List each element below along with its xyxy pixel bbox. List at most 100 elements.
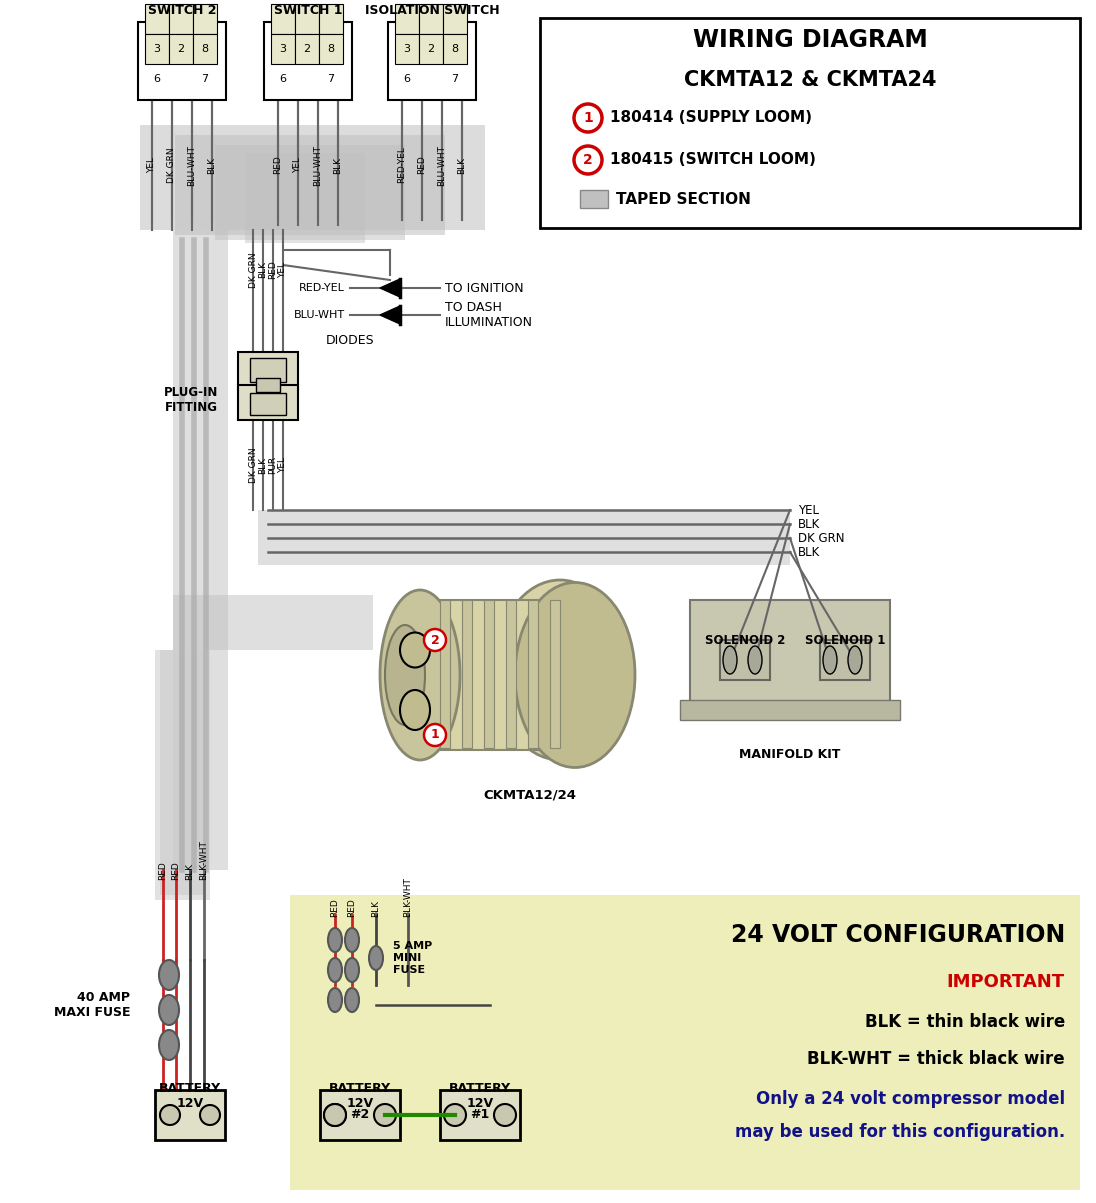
Bar [246, 153, 365, 243]
Text: #1: #1 [470, 1108, 490, 1121]
Ellipse shape [385, 626, 425, 725]
Ellipse shape [345, 988, 359, 1012]
Text: 40 AMP
MAXI FUSE: 40 AMP MAXI FUSE [54, 991, 130, 1019]
Text: TAPED SECTION: TAPED SECTION [616, 191, 751, 207]
Text: DK GRN: DK GRN [168, 147, 176, 183]
Bar [506, 600, 516, 748]
Bar [215, 146, 406, 241]
Ellipse shape [159, 1030, 179, 1060]
Text: 6: 6 [153, 75, 160, 84]
Text: SOLENOID 1: SOLENOID 1 [804, 634, 886, 646]
Ellipse shape [723, 646, 737, 674]
Text: YEL: YEL [278, 457, 287, 473]
Text: WIRING DIAGRAM: WIRING DIAGRAM [693, 28, 927, 52]
Text: SOLENOID 2: SOLENOID 2 [705, 634, 785, 646]
Bar [250, 358, 286, 383]
Bar [169, 4, 193, 34]
Text: RED: RED [418, 155, 426, 174]
Text: CKMTA12/24: CKMTA12/24 [483, 788, 576, 801]
Circle shape [444, 1104, 466, 1126]
Text: 6: 6 [403, 75, 411, 84]
Bar [271, 4, 295, 34]
Text: 180414 (SUPPLY LOOM): 180414 (SUPPLY LOOM) [610, 111, 812, 125]
Bar [720, 640, 770, 680]
Bar [238, 385, 298, 420]
Text: BLK: BLK [798, 517, 820, 531]
Bar [319, 4, 343, 34]
Text: DK GRN: DK GRN [249, 448, 258, 482]
Bar [264, 22, 352, 100]
Text: RED: RED [331, 899, 340, 917]
Circle shape [324, 1104, 346, 1126]
Bar [419, 34, 443, 64]
Text: 180415 (SWITCH LOOM): 180415 (SWITCH LOOM) [610, 153, 815, 167]
Text: BLK: BLK [333, 156, 342, 173]
Circle shape [424, 724, 446, 746]
Text: BLK: BLK [185, 863, 194, 881]
Bar [319, 34, 343, 64]
Circle shape [574, 103, 602, 132]
Bar [484, 600, 494, 748]
Bar [160, 650, 205, 895]
Text: DIODES: DIODES [326, 333, 375, 346]
Text: 8: 8 [452, 45, 458, 54]
Text: #2: #2 [351, 1108, 369, 1121]
Bar [395, 34, 419, 64]
Text: 3: 3 [403, 45, 411, 54]
Text: TO IGNITION: TO IGNITION [445, 282, 524, 295]
Text: TO DASH
ILLUMINATION: TO DASH ILLUMINATION [445, 301, 533, 328]
Text: Only a 24 volt compressor model: Only a 24 volt compressor model [756, 1090, 1065, 1108]
Bar [419, 4, 443, 34]
Text: BATTERY
12V: BATTERY 12V [449, 1081, 511, 1110]
Text: CKMTA12 & CKMTA24: CKMTA12 & CKMTA24 [684, 70, 936, 90]
Text: BLK: BLK [259, 456, 267, 474]
Ellipse shape [328, 988, 342, 1012]
Ellipse shape [328, 958, 342, 982]
Text: RED: RED [347, 899, 356, 917]
Ellipse shape [159, 960, 179, 990]
Text: YEL: YEL [148, 158, 157, 173]
Text: ISOLATION SWITCH: ISOLATION SWITCH [365, 4, 500, 17]
Bar [173, 230, 228, 870]
Bar [420, 600, 575, 749]
Bar [145, 4, 169, 34]
Text: BLU-WHT: BLU-WHT [294, 310, 345, 320]
Bar [463, 600, 472, 748]
Bar [395, 4, 419, 34]
Bar [193, 4, 217, 34]
Bar [439, 600, 450, 748]
Bar [690, 600, 890, 710]
Bar [140, 125, 486, 230]
Text: YEL: YEL [798, 504, 819, 516]
Bar [295, 34, 319, 64]
Text: BLK: BLK [372, 900, 380, 917]
Circle shape [424, 629, 446, 651]
Text: 2: 2 [304, 45, 310, 54]
Bar [443, 4, 467, 34]
Text: YEL: YEL [294, 158, 302, 173]
Text: BLK: BLK [259, 261, 267, 279]
Text: BLK: BLK [798, 545, 820, 558]
Text: RED: RED [274, 155, 283, 174]
Text: may be used for this configuration.: may be used for this configuration. [734, 1122, 1065, 1140]
Ellipse shape [345, 958, 359, 982]
Ellipse shape [159, 995, 179, 1025]
Circle shape [374, 1104, 396, 1126]
Text: BLK: BLK [207, 156, 217, 173]
Polygon shape [380, 279, 400, 297]
Ellipse shape [328, 928, 342, 952]
Ellipse shape [747, 646, 762, 674]
Bar [680, 700, 900, 721]
Bar [290, 895, 1080, 1190]
Bar [320, 1090, 400, 1140]
Ellipse shape [823, 646, 837, 674]
Text: RED: RED [171, 861, 181, 881]
Circle shape [324, 1104, 346, 1126]
Bar [238, 352, 298, 390]
Ellipse shape [495, 580, 625, 760]
Text: 5 AMP
MINI
FUSE: 5 AMP MINI FUSE [393, 942, 432, 974]
Bar [443, 34, 467, 64]
Text: BATTERY
12V: BATTERY 12V [329, 1081, 391, 1110]
Bar [155, 650, 210, 900]
Bar [155, 1090, 225, 1140]
